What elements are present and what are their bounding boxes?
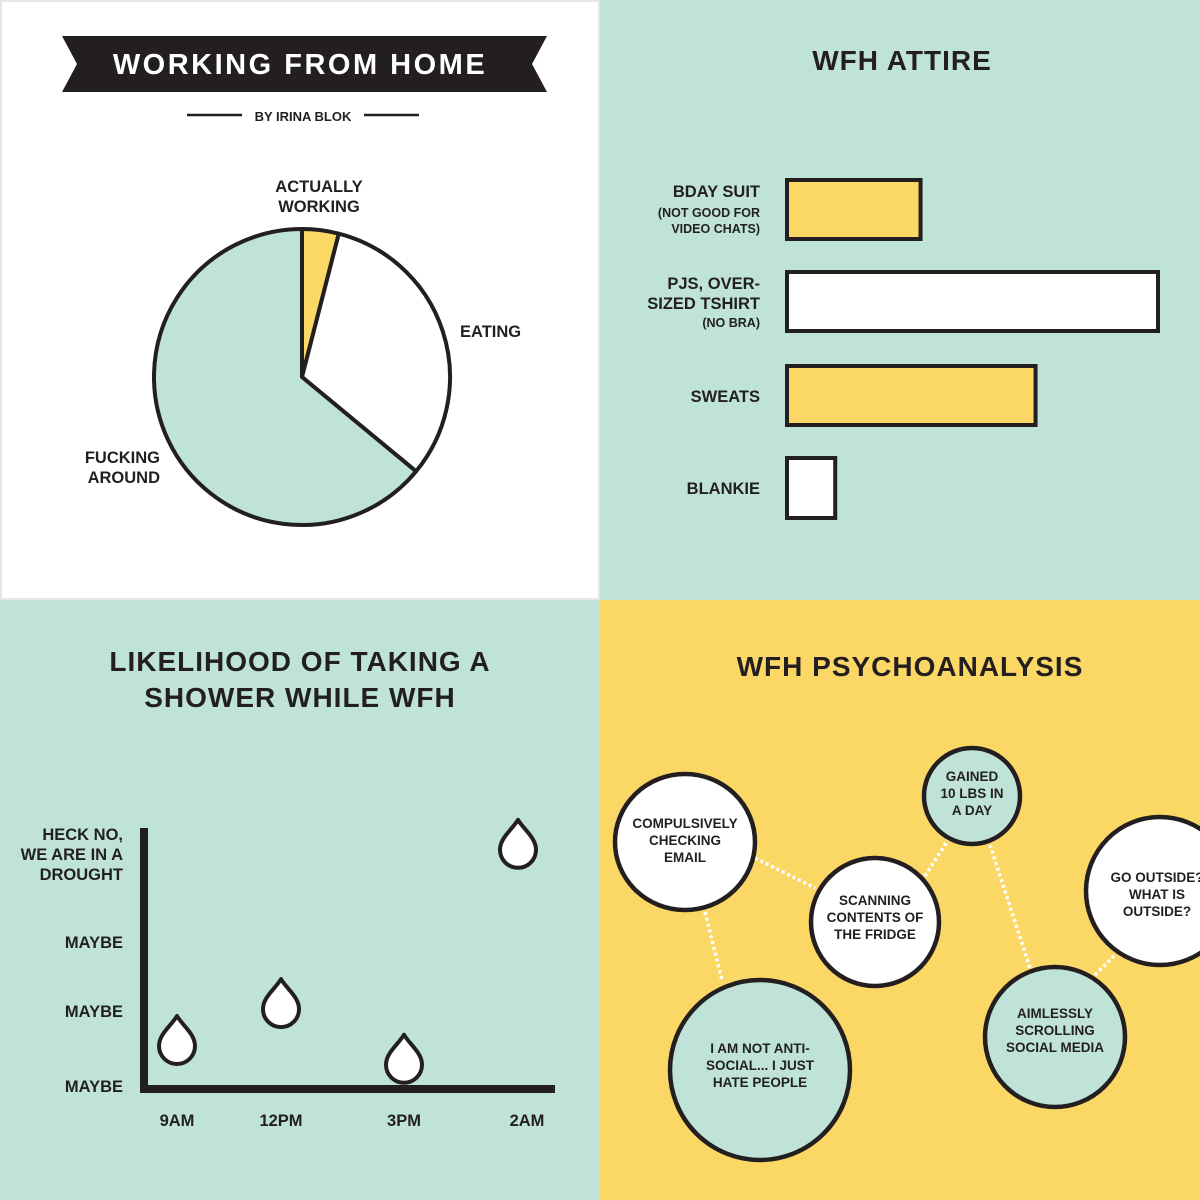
pie-slice-label: ACTUALLY <box>275 178 362 196</box>
attire-bar-label: PJS, OVER- <box>667 275 760 293</box>
attire-bar-sublabel: (NO BRA) <box>702 316 760 330</box>
thought-bubble-text: GAINED <box>946 769 999 784</box>
attire-bar-label: SIZED TSHIRT <box>647 295 760 313</box>
thought-bubble-text: 10 LBS IN <box>940 786 1003 801</box>
thought-bubble-text: I AM NOT ANTI- <box>710 1041 809 1056</box>
water-drop-icon <box>261 977 301 1030</box>
pie-slice-label: EATING <box>460 323 521 341</box>
page-title: WORKING FROM HOME <box>113 49 487 81</box>
attire-bar <box>785 178 923 241</box>
connector-line <box>923 839 950 877</box>
x-tick-label: 12PM <box>259 1112 302 1130</box>
thought-bubble-text: CHECKING <box>649 833 721 848</box>
thought-bubble-text: OUTSIDE? <box>1123 904 1191 919</box>
attire-panel: WFH ATTIRE BDAY SUIT (NOT GOOD FOR VIDEO C… <box>600 0 1200 600</box>
y-tick-label: DROUGHT <box>40 866 123 884</box>
attire-bar-sublabel: (NOT GOOD FOR <box>658 206 760 220</box>
x-tick-label: 3PM <box>387 1112 421 1130</box>
pie-slice-label: AROUND <box>88 469 160 487</box>
thought-bubble-text: SOCIAL... I JUST <box>706 1058 815 1073</box>
attire-bar-sublabel: VIDEO CHATS) <box>671 222 760 236</box>
thought-bubble-text: WHAT IS <box>1129 887 1185 902</box>
pie-slice-label: FUCKING <box>85 449 160 467</box>
water-drop-icon <box>384 1032 424 1085</box>
pie-slice <box>300 231 452 474</box>
thought-bubble <box>808 855 942 989</box>
psychoanalysis-panel: WFH PSYCHOANALYSIS COMPULSIVELY CHECKING E… <box>600 600 1200 1200</box>
pie-chart: WORKING FROM HOME BY IRINA BLOK ACTUALLY… <box>62 36 547 527</box>
thought-bubble-text: CONTENTS OF <box>827 910 924 925</box>
thought-bubble <box>667 977 853 1163</box>
y-tick-label: MAYBE <box>65 1078 123 1096</box>
pie-panel: WORKING FROM HOME BY IRINA BLOK ACTUALLY… <box>0 0 600 600</box>
thought-bubble-text: GO OUTSIDE? <box>1110 870 1200 885</box>
attire-bar <box>785 270 1160 333</box>
byline: BY IRINA BLOK <box>255 109 352 124</box>
connector-line <box>754 856 816 890</box>
x-tick-label: 2AM <box>510 1112 545 1130</box>
thought-bubble-text: A DAY <box>952 803 992 818</box>
attire-bar-label: BDAY SUIT <box>673 183 760 201</box>
title-banner <box>62 36 547 92</box>
thought-bubble-text: SCROLLING <box>1015 1023 1095 1038</box>
psychoanalysis-diagram: WFH PSYCHOANALYSIS COMPULSIVELY CHECKING E… <box>612 651 1200 1163</box>
shower-title-line-1: LIKELIHOOD OF TAKING A <box>109 646 490 677</box>
thought-bubble-text: SCANNING <box>839 893 911 908</box>
psychoanalysis-title: WFH PSYCHOANALYSIS <box>737 651 1084 682</box>
thought-bubble-text: COMPULSIVELY <box>632 816 737 831</box>
shower-chart: LIKELIHOOD OF TAKING A SHOWER WHILE WFH … <box>21 646 555 1130</box>
thought-bubble <box>1083 814 1200 968</box>
thought-bubble <box>921 745 1023 847</box>
pie-slice-label: WORKING <box>278 198 360 216</box>
water-drop-icon <box>498 817 538 870</box>
connector-line <box>1093 953 1117 977</box>
thought-bubble-text: HATE PEOPLE <box>713 1075 807 1090</box>
thought-bubble <box>982 964 1128 1110</box>
y-tick-label: MAYBE <box>65 934 123 952</box>
thought-bubble-text: THE FRIDGE <box>834 927 916 942</box>
thought-bubble-text: AIMLESSLY <box>1017 1006 1093 1021</box>
y-tick-label: HECK NO, <box>42 826 123 844</box>
y-tick-label: MAYBE <box>65 1003 123 1021</box>
connector-line <box>988 844 1032 969</box>
shower-title-line-2: SHOWER WHILE WFH <box>144 682 456 713</box>
pie-slice <box>152 227 419 527</box>
attire-bar-label: SWEATS <box>691 388 760 406</box>
shower-panel: LIKELIHOOD OF TAKING A SHOWER WHILE WFH … <box>0 600 600 1200</box>
attire-bar <box>785 364 1038 427</box>
connector-line <box>703 911 724 981</box>
attire-bar-chart: WFH ATTIRE BDAY SUIT (NOT GOOD FOR VIDEO C… <box>647 45 1160 520</box>
thought-bubble-text: EMAIL <box>664 850 706 865</box>
x-tick-label: 9AM <box>160 1112 195 1130</box>
attire-title: WFH ATTIRE <box>812 45 992 76</box>
water-drop-icon <box>157 1014 197 1066</box>
thought-bubble <box>612 771 758 913</box>
attire-bar-label: BLANKIE <box>687 480 760 498</box>
attire-bar <box>785 456 838 520</box>
thought-bubble-text: SOCIAL MEDIA <box>1006 1040 1104 1055</box>
y-tick-label: WE ARE IN A <box>21 846 123 864</box>
